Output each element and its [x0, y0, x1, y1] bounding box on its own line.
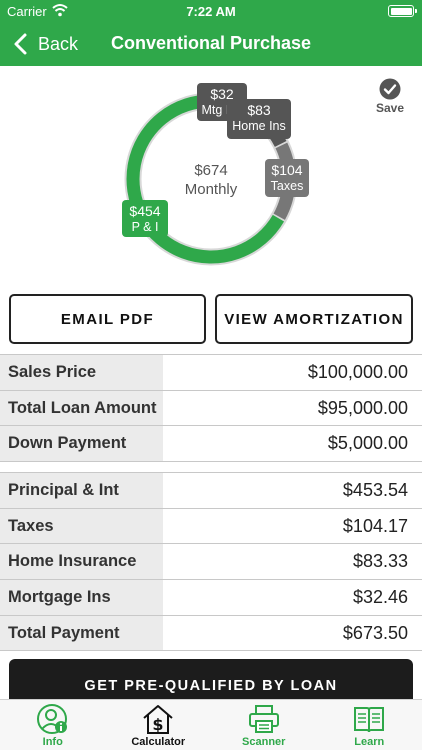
donut-label-home-ins-value: $83	[247, 102, 271, 118]
table-row: Sales Price $100,000.00	[0, 355, 422, 391]
tab-learn[interactable]: Learn	[317, 700, 422, 750]
tab-label: Info	[42, 736, 63, 748]
donut-center-value: $674	[194, 162, 227, 179]
row-value: $32.46	[352, 586, 408, 607]
tab-label: Scanner	[242, 736, 286, 748]
row-value: $83.33	[352, 551, 408, 572]
email-pdf-button[interactable]: EMAIL PDF	[9, 294, 206, 344]
table-row: Down Payment $5,000.00	[0, 426, 422, 463]
donut-label-taxes-box	[265, 159, 309, 197]
back-label: Back	[38, 33, 79, 54]
row-label: Principal & Int	[0, 473, 163, 508]
row-label: Taxes	[0, 508, 163, 544]
row-label: Mortgage Ins	[0, 580, 163, 615]
row-value: $100,000.00	[307, 361, 408, 382]
table-row: Taxes $104.17	[0, 508, 422, 545]
tab-scanner[interactable]: Scanner	[211, 700, 317, 750]
row-label: Home Insurance	[0, 544, 163, 580]
donut-label-taxes-value: $104	[271, 162, 302, 178]
checkmark-circle-icon	[379, 78, 401, 100]
wifi-icon	[52, 4, 68, 17]
house-dollar-icon: $	[143, 705, 173, 734]
tab-bar: Info $ Calculator Scanner Lea	[0, 699, 422, 750]
row-label: Down Payment	[0, 426, 163, 462]
save-label: Save	[375, 101, 405, 115]
battery-icon	[388, 5, 417, 17]
payment-donut-chart: $674 Monthly $454 P & I $104 Taxes $32 Mtg Ins $…	[0, 66, 422, 286]
table-row: Home Insurance $83.33	[0, 544, 422, 581]
row-value: $453.54	[342, 479, 408, 500]
tab-label: Calculator	[131, 736, 186, 748]
printer-icon	[248, 705, 279, 733]
donut-label-home-ins-box	[227, 99, 291, 139]
row-value: $5,000.00	[327, 433, 408, 454]
row-value: $95,000.00	[317, 397, 408, 418]
table-row: Mortgage Ins $32.46	[0, 580, 422, 616]
book-icon	[354, 707, 385, 733]
donut-label-home-ins-label: Home Ins	[232, 119, 286, 133]
status-bar: Carrier 7:22 AM	[0, 0, 422, 22]
save-button[interactable]: Save	[372, 78, 408, 115]
carrier-label: Carrier	[7, 4, 47, 19]
back-button[interactable]: Back	[10, 31, 78, 57]
tab-info[interactable]: Info	[0, 700, 106, 750]
donut-label-taxes-label: Taxes	[271, 179, 304, 193]
row-label: Sales Price	[0, 355, 163, 390]
tab-calculator[interactable]: $ Calculator	[106, 700, 212, 750]
table-row: Total Loan Amount $95,000.00	[0, 390, 422, 427]
chevron-left-icon	[14, 33, 27, 55]
donut-label-principal-interest-label: P & I	[132, 220, 159, 234]
donut-center-label: Monthly	[185, 181, 238, 198]
row-value: $673.50	[342, 622, 408, 643]
payment-breakdown-table: Principal & Int $453.54 Taxes $104.17 Ho…	[0, 472, 422, 652]
view-amortization-button[interactable]: VIEW AMORTIZATION	[215, 294, 413, 344]
info-person-icon	[36, 704, 67, 734]
donut-label-principal-interest-value: $454	[129, 203, 160, 219]
loan-summary-table: Sales Price $100,000.00 Total Loan Amoun…	[0, 354, 422, 463]
nav-bar: Back Conventional Purchase	[0, 22, 422, 66]
table-row: Total Payment $673.50	[0, 615, 422, 652]
row-value: $104.17	[342, 515, 408, 536]
row-label: Total Payment	[0, 615, 163, 651]
table-row: Principal & Int $453.54	[0, 473, 422, 509]
row-label: Total Loan Amount	[0, 390, 163, 426]
donut-label-principal-interest-box	[122, 200, 168, 237]
svg-text:$: $	[153, 715, 164, 734]
status-time: 7:22 AM	[186, 4, 236, 19]
tab-label: Learn	[354, 736, 385, 748]
top-bar: Carrier 7:22 AM Back Conventional Purcha…	[0, 0, 422, 66]
donut-label-mortgage-ins-value: $32	[210, 86, 234, 102]
